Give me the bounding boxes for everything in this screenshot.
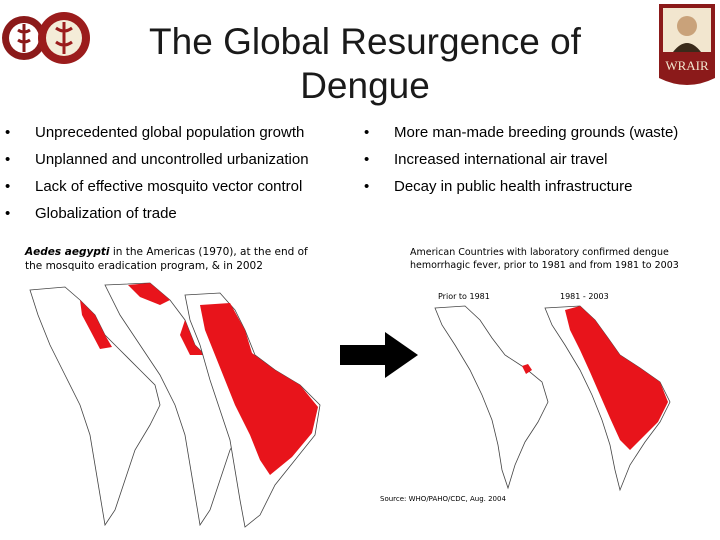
bullet-dot: • xyxy=(5,151,11,168)
map-2002 xyxy=(184,292,321,528)
bullet-dot: • xyxy=(5,124,11,141)
bullet-dot: • xyxy=(364,151,370,168)
wrair-portrait-emblem-icon: WRAIR xyxy=(659,4,715,85)
map-prior-1981-red xyxy=(522,364,532,374)
map-label-prior: Prior to 1981 xyxy=(438,292,490,301)
bullet-text: Lack of effective mosquito vector contro… xyxy=(35,178,303,195)
map-1970-red xyxy=(80,300,112,349)
map-1970 xyxy=(29,286,161,527)
bullet-text: Unprecedented global population growth xyxy=(35,124,305,141)
slide-title: The Global Resurgence of Dengue xyxy=(149,21,581,106)
map-eradication-red-1 xyxy=(128,283,170,305)
bullet-text: Increased international air travel xyxy=(394,151,608,168)
aedes-aegypti-maps xyxy=(29,282,321,528)
map-2002-red xyxy=(200,303,318,475)
bullet-dot: • xyxy=(5,178,11,195)
map-1981-2003-red xyxy=(565,306,668,450)
map-prior-1981-outline xyxy=(434,305,549,490)
map-label-from: 1981 - 2003 xyxy=(560,292,609,301)
caption-text: in the Americas (1970), at the end of th… xyxy=(25,246,308,272)
bullet-text: Decay in public health infrastructure xyxy=(394,178,633,195)
left-figure-caption: Aedes aegypti in the Americas (1970), at… xyxy=(25,245,325,273)
right-arrow-icon xyxy=(340,332,418,378)
bullet-dot: • xyxy=(364,124,370,141)
dhf-maps xyxy=(434,305,671,492)
right-figure-title: American Countries with laboratory confi… xyxy=(410,247,679,271)
bullet-text: Globalization of trade xyxy=(35,205,177,222)
wrair-logo-text: WRAIR xyxy=(665,58,709,73)
bullet-dot: • xyxy=(5,205,11,222)
map-1981-2003 xyxy=(544,305,671,492)
map-source: Source: WHO/PAHO/CDC, Aug. 2004 xyxy=(380,495,506,503)
medical-corps-emblem-icon xyxy=(2,12,90,64)
map-eradication xyxy=(104,282,251,527)
map-eradication-red-2 xyxy=(180,320,205,355)
map-prior-1981 xyxy=(434,305,549,490)
species-name: Aedes aegypti xyxy=(25,246,110,258)
bullet-text: Unplanned and uncontrolled urbanization xyxy=(35,151,309,168)
bullet-dot: • xyxy=(364,178,370,195)
bullet-text: More man-made breeding grounds (waste) xyxy=(394,124,679,141)
